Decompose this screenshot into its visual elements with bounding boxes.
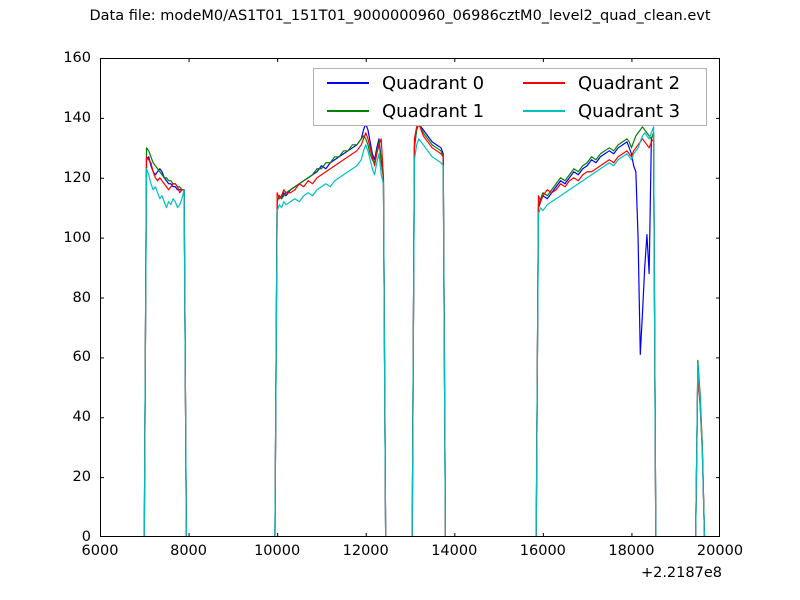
y-tick-label: 40: [72, 409, 91, 426]
series-line-3: [143, 126, 706, 537]
line-swatch-cyan: [523, 110, 565, 112]
y-tick-label: 0: [81, 529, 91, 545]
legend-entry-0: Quadrant 0: [314, 73, 510, 94]
legend-label: Quadrant 0: [382, 72, 485, 94]
plot-canvas: [100, 58, 720, 537]
y-tick-label: 120: [63, 169, 91, 186]
x-tick-label: 20000: [696, 543, 744, 559]
x-tick-label: 16000: [519, 543, 566, 559]
axis-ticks: [100, 58, 720, 537]
plot-frame: [100, 58, 720, 537]
series-group: [143, 123, 706, 537]
x-tick-label: 14000: [431, 543, 478, 559]
legend-grid: Quadrant 0 Quadrant 2 Quadrant 1 Quadrant 3: [314, 69, 706, 125]
legend-label: Quadrant 2: [578, 72, 681, 94]
y-tick-label: 60: [72, 349, 91, 366]
y-tick-label: 160: [63, 50, 91, 66]
series-line-2: [143, 123, 706, 537]
x-tick-label: 8000: [170, 543, 208, 559]
x-tick-label: 6000: [81, 543, 119, 559]
line-swatch-blue: [327, 82, 369, 84]
line-swatch-green: [327, 110, 369, 112]
legend-label: Quadrant 3: [578, 100, 681, 122]
series-line-1: [143, 123, 706, 537]
y-tick-label: 100: [63, 229, 91, 246]
series-line-0: [143, 123, 706, 537]
page-title: Data file: modeM0/AS1T01_151T01_90000009…: [89, 8, 711, 24]
y-tick-label: 80: [72, 289, 91, 306]
x-tick-label: 18000: [608, 543, 655, 559]
legend-entry-2: Quadrant 2: [510, 73, 706, 94]
legend: Quadrant 0 Quadrant 2 Quadrant 1 Quadrant 3: [313, 68, 707, 126]
line-swatch-red: [523, 82, 565, 84]
plot-area: [100, 58, 720, 537]
legend-entry-1: Quadrant 1: [314, 101, 510, 122]
x-tick-label: 12000: [342, 543, 389, 559]
x-axis-offset-label: +2.2187e8: [640, 565, 722, 581]
legend-label: Quadrant 1: [382, 100, 485, 122]
y-tick-label: 140: [63, 109, 91, 126]
y-tick-label: 20: [72, 469, 91, 486]
x-tick-label: 10000: [254, 543, 301, 559]
legend-entry-3: Quadrant 3: [510, 101, 706, 122]
